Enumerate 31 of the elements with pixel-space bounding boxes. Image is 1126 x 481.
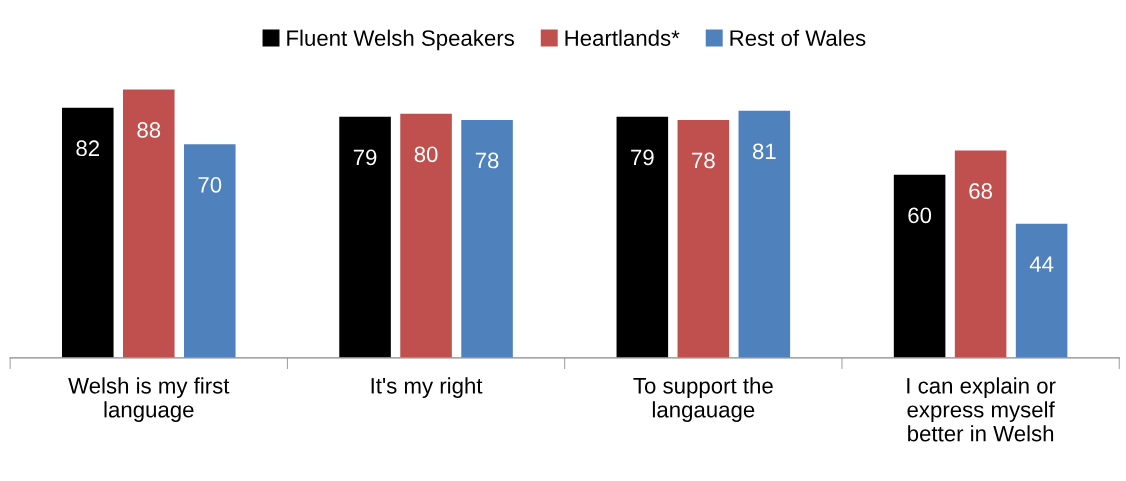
x-tick-label: I can explain or express myself better in Welsh bbox=[907, 377, 1056, 442]
data-label: 70 bbox=[198, 176, 222, 193]
bar bbox=[61, 107, 114, 358]
data-label: 88 bbox=[137, 122, 161, 138]
bar bbox=[122, 89, 175, 358]
legend-label: Fluent Welsh Speakers bbox=[287, 29, 514, 51]
x-tick-label: To support the langauage bbox=[633, 377, 773, 422]
data-label: 80 bbox=[414, 146, 438, 163]
legend-label: Rest of Wales bbox=[730, 29, 866, 46]
bar bbox=[738, 110, 791, 358]
data-label: 78 bbox=[475, 152, 499, 169]
bar bbox=[677, 119, 730, 358]
bar bbox=[1015, 223, 1068, 358]
bar bbox=[339, 116, 391, 358]
bar bbox=[400, 113, 452, 358]
data-label: 82 bbox=[76, 140, 100, 157]
x-tick-label: It's my right bbox=[371, 377, 483, 399]
bar bbox=[616, 116, 669, 358]
data-label: 60 bbox=[908, 207, 932, 224]
bar bbox=[183, 144, 236, 358]
data-label: 68 bbox=[969, 183, 992, 199]
data-label: 78 bbox=[692, 152, 715, 169]
x-tick-label: Welsh is my first language bbox=[68, 377, 230, 422]
bar bbox=[954, 150, 1007, 358]
bar bbox=[893, 174, 946, 358]
data-label: 44 bbox=[1029, 256, 1054, 272]
data-label: 81 bbox=[752, 143, 776, 160]
data-label: 79 bbox=[631, 149, 654, 166]
data-label: 79 bbox=[353, 149, 377, 166]
legend-label: Heartlands* bbox=[565, 29, 680, 46]
bar bbox=[461, 119, 513, 358]
